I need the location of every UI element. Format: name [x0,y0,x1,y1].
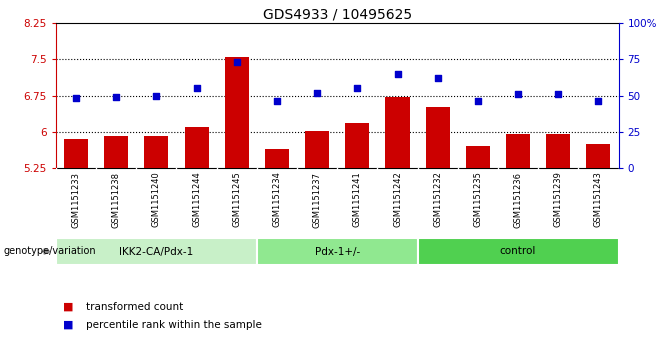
Point [71,95,82,101]
Point [232,59,242,65]
Bar [257,238,418,265]
Point [312,90,322,95]
Point [191,85,202,91]
Point [352,85,363,91]
Text: GSM1151242: GSM1151242 [393,171,402,227]
Point [593,98,603,104]
Bar [586,144,611,168]
Point [151,93,162,98]
Point [472,98,483,104]
Bar [466,146,490,168]
Text: GSM1151245: GSM1151245 [232,171,241,227]
Text: GSM1151233: GSM1151233 [72,171,80,228]
Text: GSM1151232: GSM1151232 [433,171,442,227]
Bar [224,57,249,168]
Text: IKK2-CA/Pdx-1: IKK2-CA/Pdx-1 [119,246,193,257]
Point [272,98,282,104]
Text: ■: ■ [63,320,73,330]
Bar [386,97,409,168]
Text: percentile rank within the sample: percentile rank within the sample [86,320,261,330]
Bar [345,123,369,168]
Point [111,94,122,100]
Bar [305,131,329,168]
Bar [506,134,530,168]
Bar [418,238,619,265]
Text: Pdx-1+/-: Pdx-1+/- [315,246,360,257]
Text: GSM1151244: GSM1151244 [192,171,201,227]
Text: GSM1151239: GSM1151239 [554,171,563,227]
Bar [426,107,449,168]
Text: control: control [500,246,536,257]
Text: GSM1151235: GSM1151235 [473,171,482,227]
Text: ■: ■ [63,302,73,312]
Text: GSM1151241: GSM1151241 [353,171,362,227]
Text: genotype/variation: genotype/variation [3,246,96,257]
Bar [265,149,289,168]
Point [432,75,443,81]
Bar [56,238,257,265]
Text: GSM1151237: GSM1151237 [313,171,322,228]
Text: GSM1151243: GSM1151243 [594,171,603,227]
Bar [64,139,88,168]
Point [392,71,403,77]
Text: GSM1151236: GSM1151236 [513,171,522,228]
Bar [144,136,168,168]
Text: GSM1151240: GSM1151240 [152,171,161,227]
Point [513,91,523,97]
Text: transformed count: transformed count [86,302,183,312]
Bar [184,127,209,168]
Bar [546,134,570,168]
Text: GDS4933 / 10495625: GDS4933 / 10495625 [263,8,412,22]
Bar [104,136,128,168]
Text: GSM1151238: GSM1151238 [112,171,120,228]
Point [553,91,563,97]
Text: GSM1151234: GSM1151234 [272,171,282,227]
